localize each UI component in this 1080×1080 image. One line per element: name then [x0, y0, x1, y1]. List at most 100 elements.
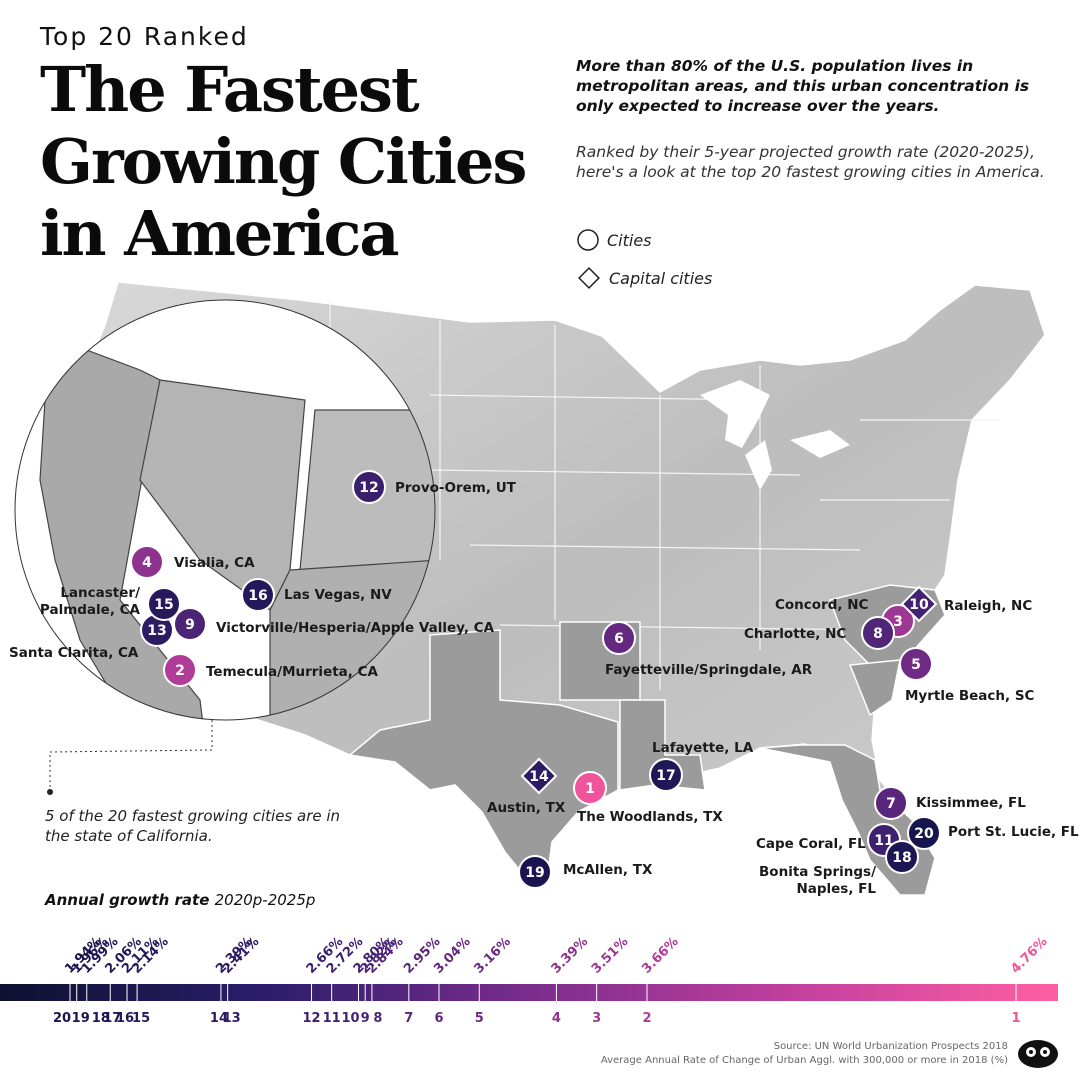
brand-logo-icon — [1018, 1040, 1058, 1068]
kicker-text: Top 20 Ranked — [40, 22, 249, 51]
city-marker-16[interactable]: 16 Las Vegas, NV — [241, 578, 392, 612]
scale-rank-1: 1 — [1011, 1011, 1020, 1026]
city-label-las-vegas-nv: Las Vegas, NV — [284, 587, 392, 603]
city-marker-1[interactable]: 1 The Woodlands, TX — [573, 771, 723, 825]
scale-marks: 4.76%13.66%23.51%33.39%43.16%53.04%62.95… — [53, 934, 1051, 1026]
capital-marker-10 — [900, 585, 938, 623]
city-label-lafayette-la: Lafayette, LA — [652, 740, 754, 756]
city-circle-20 — [907, 816, 941, 850]
city-label-concord-nc: Concord, NC — [775, 597, 869, 613]
scale-rank-3: 3 — [592, 1011, 601, 1026]
scale-rank-11: 11 — [323, 1011, 341, 1026]
city-marker-4[interactable]: 4 Visalia, CA — [130, 545, 255, 579]
city-label-charlotte-nc: Charlotte, NC — [744, 626, 846, 642]
growth-value-4: 3.39% — [549, 934, 592, 977]
city-marker-10[interactable]: 10 Raleigh, NC — [900, 585, 1032, 623]
rank-number-2: 2 — [175, 663, 185, 679]
city-circle-17 — [649, 758, 683, 792]
city-label-mcallen-tx: McAllen, TX — [563, 862, 653, 878]
great-lakes — [700, 380, 850, 490]
source-line: Source: UN World Urbanization Prospects … — [773, 1041, 1008, 1052]
us-map: 1 The Woodlands, TX 2 Temecula/Murrieta, CA… — [9, 281, 1079, 897]
scale-rank-20: 20 — [53, 1011, 71, 1026]
city-circle-4 — [130, 545, 164, 579]
rank-number-4: 4 — [142, 555, 152, 571]
city-marker-15[interactable]: 15 Lancaster/Palmdale, CA — [40, 585, 181, 621]
rank-number-9: 9 — [185, 617, 195, 633]
city-marker-14[interactable]: 14 Austin, TX — [487, 757, 566, 816]
city-circle-1 — [573, 771, 607, 805]
city-label-victorville-hesperia-apple-valley-ca: Victorville/Hesperia/Apple Valley, CA — [216, 620, 495, 636]
city-label-kissimmee-fl: Kissimmee, FL — [916, 795, 1026, 811]
scale-rank-5: 5 — [475, 1011, 484, 1026]
rank-number-11: 11 — [874, 833, 893, 849]
source-note: Source: UN World Urbanization Prospects … — [601, 1040, 1008, 1068]
city-marker-2[interactable]: 2 Temecula/Murrieta, CA — [163, 653, 379, 687]
scale-mark-5: 3.16% 5 — [471, 934, 514, 1026]
city-circle-16 — [241, 578, 275, 612]
city-label-santa-clarita-ca: Santa Clarita, CA — [9, 645, 139, 661]
capital-marker-14 — [520, 757, 558, 795]
growth-value-2: 3.66% — [639, 934, 682, 977]
scale-mark-4: 3.39% 4 — [549, 934, 592, 1026]
city-marker-9[interactable]: 9 Victorville/Hesperia/Apple Valley, CA — [173, 607, 495, 641]
rank-number-20: 20 — [914, 826, 934, 842]
legend-capitals: Capital cities — [577, 266, 712, 290]
city-circle-15 — [147, 587, 181, 621]
title-line-1: The Fastest — [40, 53, 420, 126]
city-marker-17[interactable]: 17 Lafayette, LA — [649, 740, 754, 792]
scale-subtitle: 2020p-2025p — [214, 891, 316, 909]
callout-leader — [49, 720, 213, 790]
rank-number-3: 3 — [893, 614, 903, 630]
diamond-marker-icon — [578, 267, 600, 289]
rank-number-17: 17 — [656, 768, 675, 784]
city-circle-6 — [602, 621, 636, 655]
growth-value-3: 3.51% — [589, 934, 632, 977]
city-marker-5[interactable]: 5 Myrtle Beach, SC — [899, 647, 1035, 704]
city-marker-6[interactable]: 6 Fayetteville/Springdale, AR — [602, 621, 813, 678]
city-marker-19[interactable]: 19 McAllen, TX — [518, 855, 653, 889]
city-label-fayetteville-springdale-ar: Fayetteville/Springdale, AR — [605, 662, 813, 678]
city-circle-5 — [899, 647, 933, 681]
city-circle-9 — [173, 607, 207, 641]
city-circle-7 — [874, 786, 908, 820]
city-marker-11[interactable]: 11 Cape Coral, FL — [756, 823, 901, 857]
city-marker-8[interactable]: 8 Charlotte, NC — [744, 616, 895, 650]
scale-title-label: Annual growth rate — [45, 891, 210, 909]
city-label-bonita-springs-naples-fl: Bonita Springs/Naples, FL — [759, 864, 876, 897]
circle-marker-icon — [577, 229, 599, 251]
source-detail: Average Annual Rate of Change of Urban A… — [600, 1055, 1008, 1066]
scale-rank-16: 16 — [116, 1011, 134, 1026]
city-marker-13[interactable]: 13 Santa Clarita, CA — [9, 613, 174, 661]
scale-bar — [0, 984, 1058, 1001]
rank-number-8: 8 — [873, 626, 883, 642]
city-label-cape-coral-fl: Cape Coral, FL — [756, 836, 866, 852]
rank-number-6: 6 — [614, 631, 624, 647]
scale-rank-13: 13 — [223, 1011, 241, 1026]
scale-rank-4: 4 — [552, 1011, 561, 1026]
title-line-3: in America — [40, 197, 400, 270]
growth-value-5: 3.16% — [471, 934, 514, 977]
rank-number-12: 12 — [359, 480, 378, 496]
city-label-the-woodlands-tx: The Woodlands, TX — [577, 809, 723, 825]
scale-rank-8: 8 — [373, 1011, 382, 1026]
city-label-raleigh-nc: Raleigh, NC — [944, 598, 1032, 614]
description-paragraph: Ranked by their 5-year projected growth … — [576, 143, 1045, 181]
scale-rank-17: 17 — [103, 1011, 121, 1026]
city-marker-12[interactable]: 12 Provo-Orem, UT — [352, 470, 517, 504]
city-label-port-st-lucie-fl: Port St. Lucie, FL — [948, 824, 1079, 840]
city-marker-7[interactable]: 7 Kissimmee, FL — [874, 786, 1026, 820]
city-marker-20[interactable]: 20 Port St. Lucie, FL — [907, 816, 1079, 850]
rank-number-10: 10 — [909, 597, 929, 613]
rank-number-15: 15 — [154, 597, 173, 613]
scale-mark-2: 3.66% 2 — [639, 934, 682, 1026]
legend-cities: Cities — [577, 229, 652, 251]
city-circle-2 — [163, 653, 197, 687]
rank-number-18: 18 — [892, 850, 911, 866]
rank-number-5: 5 — [911, 657, 921, 673]
callout-dot — [47, 789, 53, 795]
scale-mark-3: 3.51% 3 — [589, 934, 632, 1026]
scale-rank-6: 6 — [434, 1011, 443, 1026]
city-marker-18[interactable]: 18 Bonita Springs/Naples, FL — [759, 840, 919, 897]
growth-value-1: 4.76% — [1008, 934, 1051, 977]
